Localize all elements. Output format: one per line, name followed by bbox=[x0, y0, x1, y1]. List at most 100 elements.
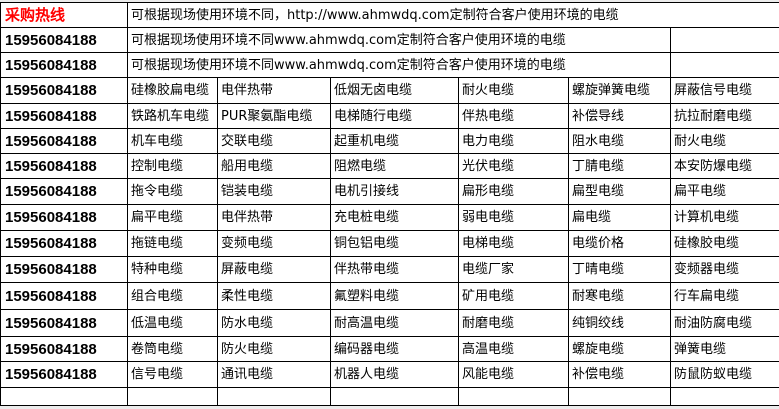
product-cell: 耐油防腐电缆 bbox=[669, 309, 779, 337]
product-cell: 本安防爆电缆 bbox=[669, 153, 779, 179]
product-cell: 螺旋弹簧电缆 bbox=[568, 77, 671, 104]
header-row: 采购热线 可根据现场使用环境不同，http://www.ahmwdq.com定制… bbox=[0, 2, 779, 28]
empty-cell bbox=[127, 387, 218, 406]
text-row: 15956084188 可根据现场使用环境不同www.ahmwdq.com定制符… bbox=[0, 52, 779, 78]
product-cell: 扁型电缆 bbox=[568, 178, 671, 205]
product-cell: 补偿导线 bbox=[568, 103, 671, 129]
product-cell: 扁平电缆 bbox=[127, 204, 218, 231]
phone-number: 15956084188 bbox=[0, 153, 128, 179]
product-cell: 抗拉耐磨电缆 bbox=[669, 103, 779, 129]
product-cell: 阻水电缆 bbox=[568, 128, 671, 154]
product-cell: 机器人电缆 bbox=[330, 361, 459, 388]
product-cell: 铜包铝电缆 bbox=[330, 230, 459, 257]
product-cell: 充电桩电缆 bbox=[330, 204, 459, 231]
product-cell: 铠装电缆 bbox=[217, 178, 331, 205]
product-cell: 耐火电缆 bbox=[458, 77, 569, 104]
product-cell: 控制电缆 bbox=[127, 153, 218, 179]
product-cell: 弹簧电缆 bbox=[669, 336, 779, 362]
product-cell: 柔性电缆 bbox=[217, 282, 331, 310]
phone-number: 15956084188 bbox=[0, 77, 128, 104]
product-row: 15956084188 特种电缆 屏蔽电缆 伴热带电缆 电缆厂家 丁晴电缆 变频器电缆 bbox=[0, 256, 779, 283]
product-cell: 硅橡胶扁电缆 bbox=[127, 77, 218, 104]
product-cell: 拖链电缆 bbox=[127, 230, 218, 257]
product-cell: 起重机电缆 bbox=[330, 128, 459, 154]
product-cell: 铁路机车电缆 bbox=[127, 103, 218, 129]
product-row: 15956084188 拖令电缆 铠装电缆 电机引接线 扁形电缆 扁型电缆 扁平电缆 bbox=[0, 178, 779, 205]
product-row: 15956084188 信号电缆 通讯电缆 机器人电缆 风能电缆 补偿电缆 防鼠防蚁电缆 bbox=[0, 361, 779, 388]
empty-cell bbox=[669, 387, 779, 406]
product-cell: 扁形电缆 bbox=[458, 178, 569, 205]
hotline-label: 采购热线 bbox=[0, 2, 128, 28]
product-cell: 电力电缆 bbox=[458, 128, 569, 154]
phone-number: 15956084188 bbox=[0, 256, 128, 283]
product-cell: 耐火电缆 bbox=[669, 128, 779, 154]
product-cell: 交联电缆 bbox=[217, 128, 331, 154]
product-cell: 丁晴电缆 bbox=[568, 256, 671, 283]
product-row: 15956084188 硅橡胶扁电缆 电伴热带 低烟无卤电缆 耐火电缆 螺旋弹簧电缆 屏蔽信… bbox=[0, 77, 779, 104]
phone-number: 15956084188 bbox=[0, 361, 128, 388]
intro-text: 可根据现场使用环境不同，http://www.ahmwdq.com定制符合客户使… bbox=[126, 2, 779, 28]
empty-cell bbox=[568, 387, 671, 406]
product-cell: 纯铜绞线 bbox=[568, 309, 671, 337]
phone-number: 15956084188 bbox=[0, 204, 128, 231]
phone-number: 15956084188 bbox=[0, 282, 128, 310]
product-row: 15956084188 机车电缆 交联电缆 起重机电缆 电力电缆 阻水电缆 耐火电缆 bbox=[0, 128, 779, 154]
product-cell: PUR聚氨酯电缆 bbox=[217, 103, 331, 129]
product-cell: 电伴热带 bbox=[217, 204, 331, 231]
intro-text: 可根据现场使用环境不同www.ahmwdq.com定制符合客户使用环境的电缆 bbox=[127, 27, 671, 53]
phone-number: 15956084188 bbox=[0, 128, 128, 154]
product-cell: 矿用电缆 bbox=[458, 282, 569, 310]
product-cell: 扁电缆 bbox=[568, 204, 671, 231]
product-cell: 补偿电缆 bbox=[568, 361, 671, 388]
product-cell: 行车扁电缆 bbox=[669, 282, 779, 310]
product-row: 15956084188 控制电缆 船用电缆 阻燃电缆 光伏电缆 丁腈电缆 本安防爆电缆 bbox=[0, 153, 779, 179]
product-cell: 变频器电缆 bbox=[669, 256, 779, 283]
phone-number: 15956084188 bbox=[0, 178, 128, 205]
product-cell: 螺旋电缆 bbox=[568, 336, 671, 362]
product-cell: 屏蔽电缆 bbox=[217, 256, 331, 283]
product-cell: 高温电缆 bbox=[458, 336, 569, 362]
product-cell: 电机引接线 bbox=[330, 178, 459, 205]
product-cell: 耐高温电缆 bbox=[330, 309, 459, 337]
product-cell: 氟塑料电缆 bbox=[330, 282, 459, 310]
empty-cell bbox=[669, 52, 779, 78]
empty-cell bbox=[669, 27, 779, 53]
product-cell: 通讯电缆 bbox=[217, 361, 331, 388]
phone-number: 15956084188 bbox=[0, 309, 128, 337]
phone-number: 15956084188 bbox=[0, 27, 128, 53]
product-cell: 电伴热带 bbox=[217, 77, 331, 104]
product-cell: 硅橡胶电缆 bbox=[669, 230, 779, 257]
product-cell: 特种电缆 bbox=[127, 256, 218, 283]
product-cell: 伴热电缆 bbox=[458, 103, 569, 129]
product-cell: 防鼠防蚁电缆 bbox=[669, 361, 779, 388]
product-cell: 风能电缆 bbox=[458, 361, 569, 388]
product-cell: 船用电缆 bbox=[217, 153, 331, 179]
phone-number: 15956084188 bbox=[0, 103, 128, 129]
product-cell: 编码器电缆 bbox=[330, 336, 459, 362]
product-cell: 组合电缆 bbox=[127, 282, 218, 310]
product-cell: 扁平电缆 bbox=[669, 178, 779, 205]
product-row: 15956084188 铁路机车电缆 PUR聚氨酯电缆 电梯随行电缆 伴热电缆 补偿导线抗… bbox=[0, 103, 779, 129]
empty-row bbox=[0, 387, 779, 406]
phone-number: 15956084188 bbox=[0, 336, 128, 362]
product-cell: 卷筒电缆 bbox=[127, 336, 218, 362]
phone-number: 15956084188 bbox=[0, 230, 128, 257]
product-cell: 屏蔽信号电缆 bbox=[669, 77, 779, 104]
product-cell: 机车电缆 bbox=[127, 128, 218, 154]
phone-number: 15956084188 bbox=[0, 52, 128, 78]
product-cell: 光伏电缆 bbox=[458, 153, 569, 179]
product-cell: 电梯电缆 bbox=[458, 230, 569, 257]
text-row: 15956084188 可根据现场使用环境不同www.ahmwdq.com定制符… bbox=[0, 27, 779, 53]
product-cell: 耐磨电缆 bbox=[458, 309, 569, 337]
product-cell: 阻燃电缆 bbox=[330, 153, 459, 179]
product-cell: 低温电缆 bbox=[127, 309, 218, 337]
product-cell: 丁腈电缆 bbox=[568, 153, 671, 179]
product-row: 15956084188 拖链电缆 变频电缆 铜包铝电缆 电梯电缆 电缆价格 硅橡胶电缆 bbox=[0, 230, 779, 257]
product-cell: 弱电电缆 bbox=[458, 204, 569, 231]
empty-cell bbox=[217, 387, 331, 406]
intro-text: 可根据现场使用环境不同www.ahmwdq.com定制符合客户使用环境的电缆 bbox=[127, 52, 671, 78]
product-row: 15956084188 组合电缆 柔性电缆 氟塑料电缆 矿用电缆 耐寒电缆 行车扁电缆 bbox=[0, 282, 779, 310]
product-cell: 防水电缆 bbox=[217, 309, 331, 337]
product-cell: 伴热带电缆 bbox=[330, 256, 459, 283]
